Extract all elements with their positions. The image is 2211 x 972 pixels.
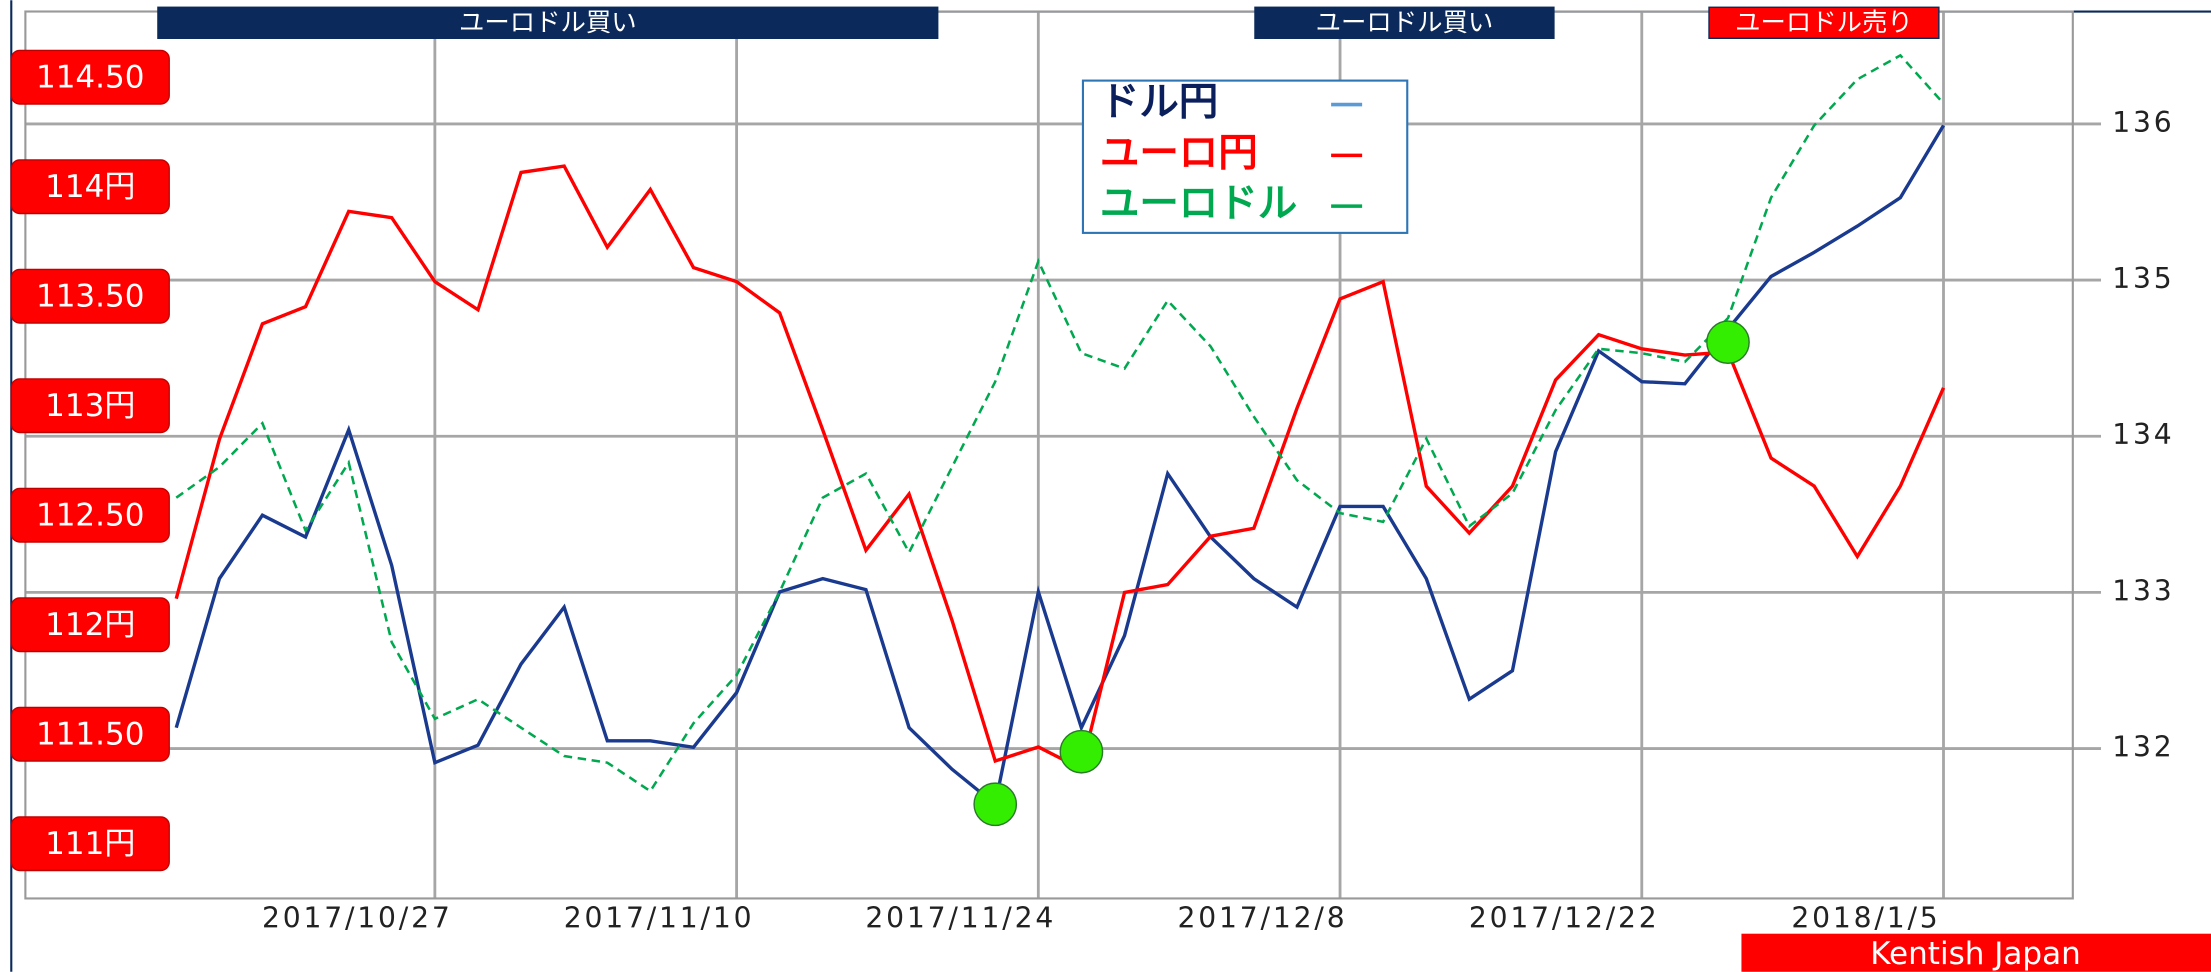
y-tick-box bbox=[10, 816, 170, 872]
signal-banner bbox=[1254, 6, 1555, 40]
plot-frame bbox=[24, 10, 2074, 900]
legend-label: ドル円 bbox=[1100, 79, 1218, 125]
signal-banner bbox=[157, 6, 939, 40]
signal-banner-label: ユーロドル買い bbox=[459, 7, 637, 37]
y2-tick-label: 136 bbox=[2112, 106, 2174, 139]
signal-banner bbox=[1708, 6, 1940, 40]
credit-box bbox=[1741, 933, 2211, 972]
y-tick-label: 112.50 bbox=[36, 498, 145, 534]
signal-banner-label: ユーロドル買い bbox=[1316, 7, 1494, 37]
y-tick-box bbox=[10, 378, 170, 434]
signal-marker bbox=[1059, 729, 1104, 774]
legend-label: ユーロ円 bbox=[1100, 130, 1258, 176]
y-tick-box bbox=[10, 159, 170, 215]
y-tick-box bbox=[10, 487, 170, 543]
series-line bbox=[174, 124, 1945, 808]
signal-marker bbox=[973, 782, 1018, 827]
y-tick-box bbox=[10, 706, 170, 762]
y2-tick-label: 133 bbox=[2112, 574, 2174, 607]
y2-tick-label: 132 bbox=[2112, 731, 2174, 764]
y-tick-box bbox=[10, 49, 170, 105]
y-tick-label: 114.50 bbox=[36, 60, 145, 96]
grid bbox=[25, 11, 2102, 899]
credit-label: Kentish Japan bbox=[1870, 936, 2081, 972]
y-tick-label: 114円 bbox=[45, 169, 135, 205]
x-tick-label: 2017/11/10 bbox=[564, 902, 755, 935]
x-tick-label: 2017/10/27 bbox=[262, 902, 453, 935]
y-tick-box bbox=[10, 268, 170, 324]
overlay-layer: 2017/10/27 2017/11/10 2017/11/24 2017/12/8 2… bbox=[10, 6, 2211, 972]
y2-tick-label: 135 bbox=[2112, 262, 2174, 295]
y-tick-label: 111円 bbox=[45, 826, 135, 862]
y-tick-label: 112円 bbox=[45, 607, 135, 643]
y-tick-label: 111.50 bbox=[36, 717, 145, 753]
y-tick-label: 113.50 bbox=[36, 279, 145, 315]
signal-banner-label: ユーロドル売り bbox=[1735, 7, 1913, 37]
series-line bbox=[174, 164, 1946, 772]
y2-tick-label: 134 bbox=[2112, 418, 2174, 451]
x-tick-label: 2018/1/5 bbox=[1791, 902, 1940, 935]
x-tick-label: 2017/12/22 bbox=[1469, 902, 1660, 935]
y-tick-label: 113円 bbox=[45, 388, 135, 424]
series-layer bbox=[174, 53, 1946, 808]
legend-label: ユーロドル bbox=[1100, 181, 1297, 227]
x-tick-label: 2017/12/8 bbox=[1178, 902, 1348, 935]
series-line bbox=[175, 53, 1945, 793]
y-tick-box bbox=[10, 597, 170, 653]
x-tick-label: 2017/11/24 bbox=[865, 902, 1056, 935]
signal-marker bbox=[1706, 320, 1750, 365]
